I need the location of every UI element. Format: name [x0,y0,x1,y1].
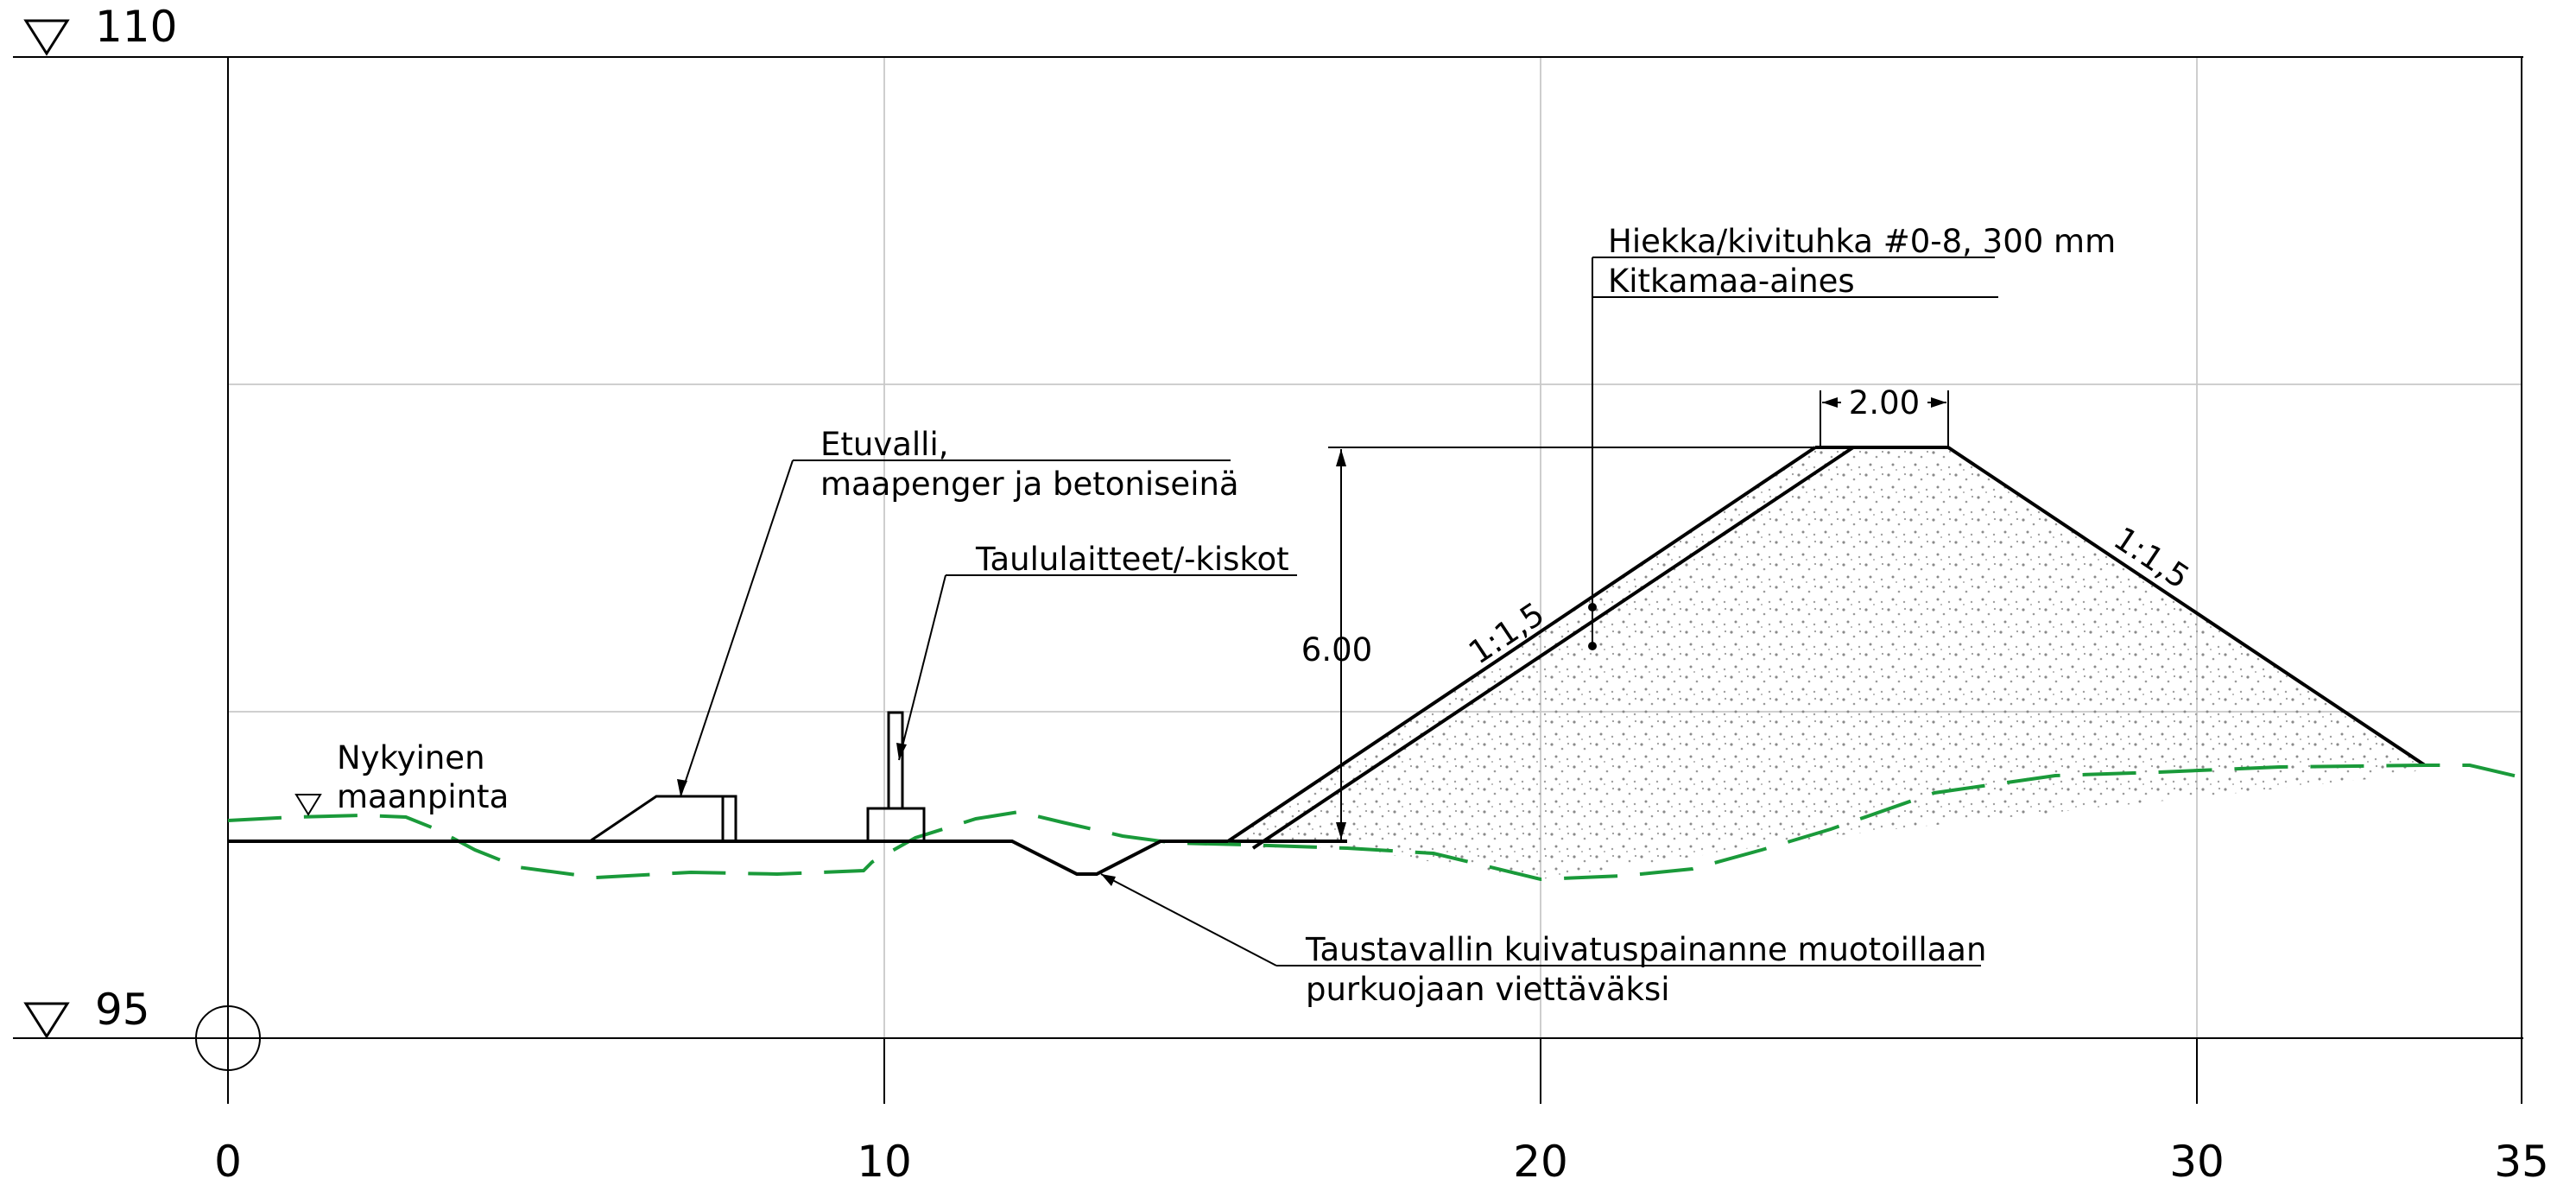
front-berm-callout: Etuvalli, maapenger ja betoniseinä [677,426,1239,797]
crest-width-label: 2.00 [1849,384,1920,421]
height-dimension: 6.00 [1301,447,1815,840]
x-tick-label: 10 [857,1137,912,1185]
height-dimension-label: 6.00 [1301,631,1372,669]
front-berm-concrete-wall [721,795,737,843]
drainage-callout: Taustavallin kuivatuspainanne muotoillaa… [1100,873,1986,1008]
drainage-label-line2: purkuojaan viettäväksi [1306,971,1670,1008]
material-callout: Hiekka/kivituhka #0-8, 300 mm Kitkamaa-a… [1588,223,2116,650]
origin-circle-icon [195,1005,261,1071]
level-triangle-icon [23,19,70,56]
sign-equipment-label: Taululaitteet/-kiskot [975,541,1289,578]
level-bottom-label: 95 [95,985,150,1035]
embankment-core [1253,447,2425,879]
sign-equipment [866,711,926,843]
embankment-surface-layer [1228,447,1853,848]
embankment [1222,446,2427,879]
level-marker-top: 110 [23,2,177,56]
ground-label-line2: maanpinta [337,778,509,815]
level-top-label: 110 [95,2,177,52]
front-berm-label-line2: maapenger ja betoniseinä [820,466,1239,503]
front-berm-earth [585,795,725,843]
material-top-label: Hiekka/kivituhka #0-8, 300 mm [1608,223,2116,260]
x-tick-label: 35 [2494,1137,2549,1185]
x-tick-label: 30 [2169,1137,2225,1185]
frame [13,56,2523,1104]
sign-equipment-callout: Taululaitteet/-kiskot [896,541,1297,761]
material-core-label: Kitkamaa-aines [1608,263,1855,300]
existing-ground-line [227,764,2522,882]
sign-foundation [866,807,926,843]
grid [228,56,2522,1038]
ground-label: Nykyinen maanpinta [294,739,509,816]
road-ground-surface [228,840,1228,876]
x-tick-label: 20 [1513,1137,1568,1185]
crest-width-dimension: 2.00 [1820,384,1949,447]
level-marker-bottom: 95 [23,985,150,1039]
x-tick-label: 0 [214,1137,242,1185]
level-triangle-icon [23,1002,70,1039]
ground-label-line1: Nykyinen [337,739,485,776]
front-berm [585,795,737,843]
front-berm-label-line1: Etuvalli, [820,426,949,463]
level-triangle-icon [294,794,322,816]
x-axis-labels: 0 10 20 30 35 [214,1137,2549,1185]
drainage-label-line1: Taustavallin kuivatuspainanne muotoillaa… [1305,931,1986,968]
sign-post [887,711,904,810]
